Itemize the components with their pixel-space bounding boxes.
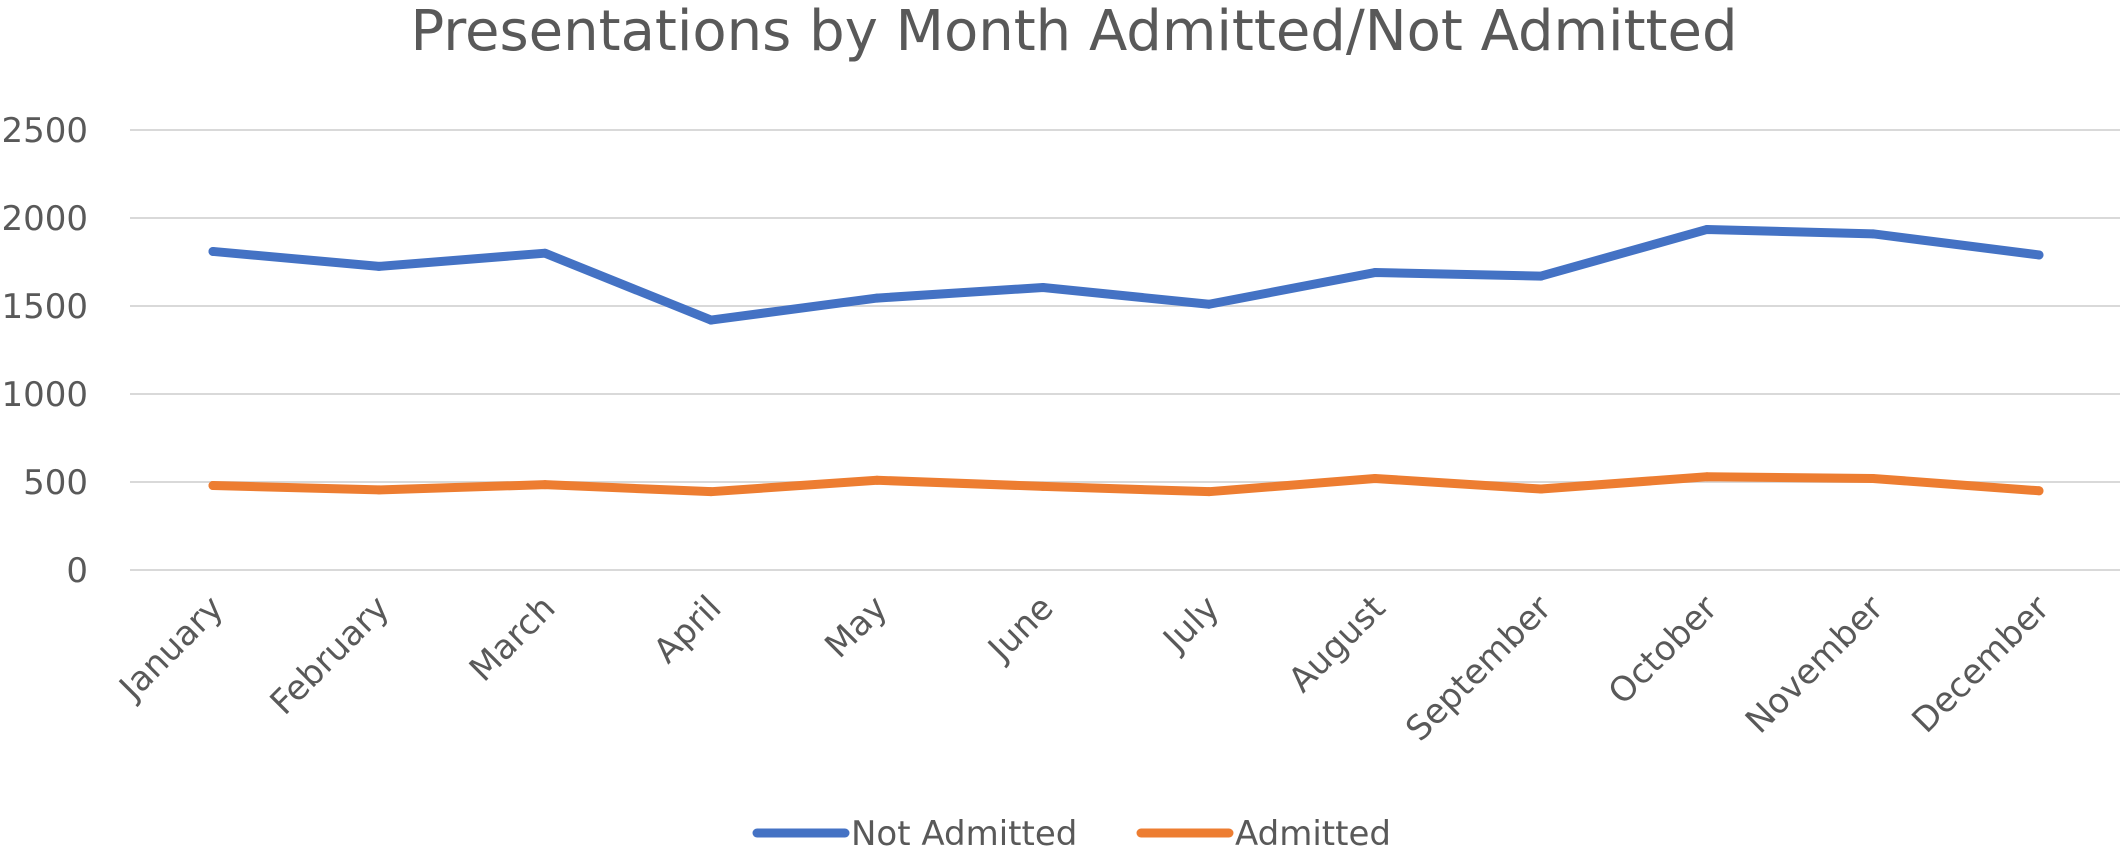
legend-item: Admitted (1136, 814, 1391, 854)
x-tick-label: February (263, 588, 398, 723)
data-point (1370, 268, 1380, 278)
series-lines (208, 224, 2044, 497)
data-point (1702, 224, 1712, 234)
data-point (872, 293, 882, 303)
data-point (374, 485, 384, 495)
x-tick-label: October (1601, 588, 1726, 713)
data-point (1868, 229, 1878, 239)
y-tick-label: 2500 (1, 111, 88, 151)
data-point (2034, 486, 2044, 496)
y-tick-label: 500 (23, 463, 88, 503)
y-tick-label: 1500 (1, 287, 88, 327)
data-point (1868, 473, 1878, 483)
series-0 (208, 224, 2044, 325)
y-tick-label: 2000 (1, 199, 88, 239)
gridlines (130, 129, 2120, 571)
legend-item: Not Admitted (752, 814, 1077, 854)
data-point (208, 481, 218, 491)
x-axis-tick-labels: January February March April May June July Augu… (111, 588, 2058, 749)
legend: Not Admitted Admitted (752, 814, 1391, 854)
legend-label: Admitted (1235, 814, 1391, 854)
data-point (1038, 481, 1048, 491)
y-axis-tick-labels: 0 500 1000 1500 2000 2500 (1, 111, 88, 591)
data-point (1204, 487, 1214, 497)
data-point (1038, 283, 1048, 293)
series-1 (208, 472, 2044, 497)
chart-title: Presentations by Month Admitted/Not Admi… (410, 0, 1737, 64)
data-point (208, 246, 218, 256)
y-tick-label: 1000 (1, 375, 88, 415)
data-point (1702, 472, 1712, 482)
legend-label: Not Admitted (851, 814, 1077, 854)
x-tick-label: August (1281, 588, 1393, 700)
data-point (1536, 271, 1546, 281)
x-tick-label: March (462, 588, 564, 690)
data-point (1204, 299, 1214, 309)
data-point (2034, 250, 2044, 260)
series-line (208, 472, 2044, 497)
data-point (706, 315, 716, 325)
data-point (1536, 484, 1546, 494)
x-tick-label: December (1904, 588, 2057, 741)
data-point (1370, 473, 1380, 483)
x-tick-label: June (979, 588, 1061, 670)
x-tick-label: September (1398, 588, 1559, 749)
series-line (208, 224, 2044, 325)
data-point (374, 261, 384, 271)
data-point (872, 475, 882, 485)
x-tick-label: April (646, 588, 729, 671)
x-tick-label: January (111, 588, 232, 709)
data-point (706, 487, 716, 497)
y-tick-label: 0 (66, 551, 88, 591)
data-point (540, 480, 550, 490)
x-tick-label: November (1738, 588, 1891, 741)
data-point (540, 248, 550, 258)
x-tick-label: July (1154, 588, 1227, 661)
x-tick-label: May (817, 588, 895, 666)
